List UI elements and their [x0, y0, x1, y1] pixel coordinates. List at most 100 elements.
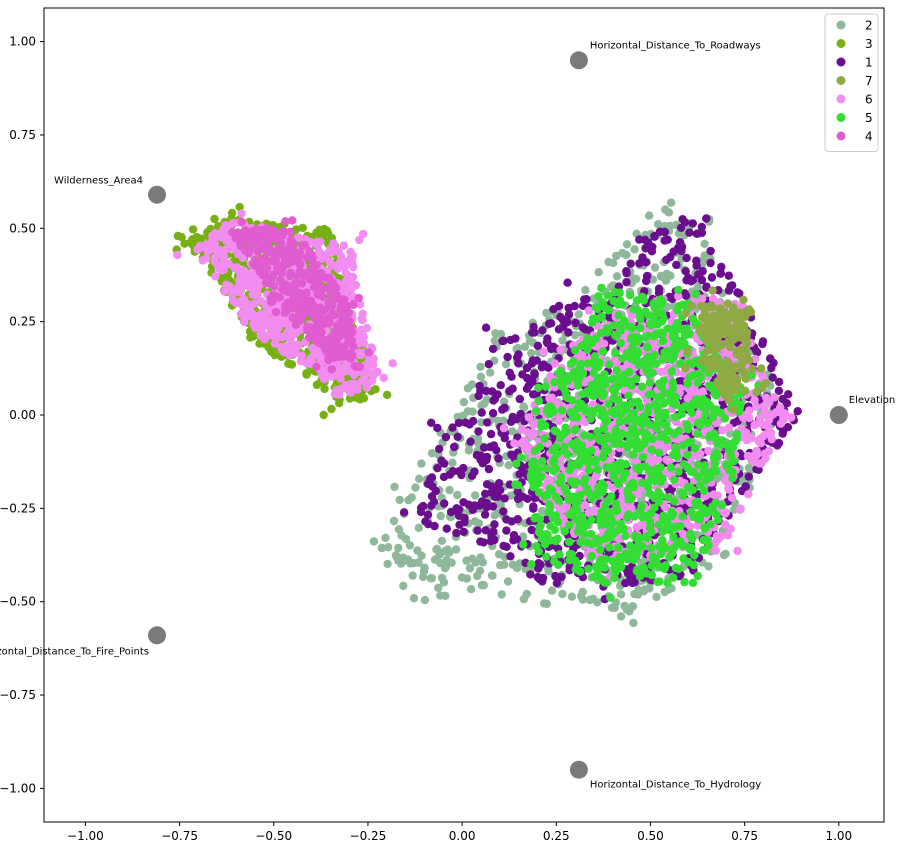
point [670, 543, 679, 553]
point [683, 347, 693, 356]
point [661, 408, 670, 417]
point [557, 406, 567, 415]
point [601, 513, 611, 522]
point [408, 571, 417, 580]
point [427, 418, 436, 427]
point [637, 542, 647, 551]
point [614, 396, 623, 405]
point [638, 478, 647, 488]
point [674, 426, 683, 436]
point [677, 246, 686, 256]
point [546, 372, 555, 381]
point [457, 573, 467, 582]
point [565, 537, 574, 547]
point [578, 587, 587, 597]
point [629, 333, 638, 342]
point [511, 480, 520, 489]
point [745, 406, 754, 415]
point [729, 405, 739, 414]
point [227, 208, 237, 218]
point [230, 297, 240, 307]
point [369, 537, 379, 546]
point [626, 322, 636, 332]
point [539, 599, 549, 608]
point [608, 518, 618, 527]
point [727, 493, 737, 502]
point [631, 429, 640, 439]
point [414, 474, 424, 483]
point [499, 416, 508, 425]
point [692, 229, 702, 238]
point [721, 549, 730, 559]
point [531, 513, 540, 522]
point [753, 348, 762, 357]
point [650, 503, 659, 512]
point [641, 258, 651, 267]
point [492, 445, 501, 455]
point [465, 420, 474, 429]
point [326, 259, 335, 268]
point [436, 511, 445, 521]
point [418, 572, 428, 582]
point [668, 378, 677, 387]
point [778, 429, 787, 438]
point [451, 545, 461, 554]
point [453, 490, 462, 500]
point [442, 524, 451, 533]
point [636, 521, 645, 530]
point [550, 525, 560, 535]
point [584, 454, 593, 463]
point [551, 571, 560, 581]
point [546, 536, 555, 545]
point [541, 382, 550, 391]
point [476, 537, 485, 546]
point [448, 467, 458, 476]
point [678, 488, 687, 498]
point [302, 358, 311, 368]
point [394, 525, 404, 534]
point [735, 505, 745, 514]
point [251, 320, 260, 329]
point [613, 381, 623, 391]
point [298, 223, 307, 233]
point [652, 557, 661, 566]
point [576, 537, 585, 547]
point [700, 302, 709, 311]
point [710, 389, 719, 398]
point [741, 374, 750, 383]
point [506, 335, 515, 345]
point [580, 447, 590, 457]
point [705, 321, 714, 331]
point [583, 359, 593, 368]
point [783, 423, 793, 432]
point [696, 449, 705, 458]
point [732, 350, 741, 359]
point [717, 262, 726, 272]
point [724, 480, 733, 489]
point [516, 453, 526, 462]
point [700, 251, 709, 260]
point [538, 457, 547, 466]
point [668, 398, 677, 408]
point [479, 581, 488, 590]
point [586, 432, 595, 442]
point [542, 552, 551, 561]
point [660, 236, 669, 245]
point [533, 341, 543, 350]
point [572, 375, 581, 384]
point [286, 360, 295, 369]
point [652, 320, 662, 329]
point [452, 528, 461, 538]
point [640, 235, 650, 244]
point [737, 452, 747, 461]
point [508, 560, 518, 569]
point [643, 408, 653, 417]
point [441, 432, 451, 442]
point [669, 532, 678, 542]
point [582, 295, 591, 304]
point [488, 409, 498, 418]
point [440, 499, 449, 508]
point [545, 502, 555, 511]
point [390, 482, 399, 492]
point [726, 323, 735, 333]
